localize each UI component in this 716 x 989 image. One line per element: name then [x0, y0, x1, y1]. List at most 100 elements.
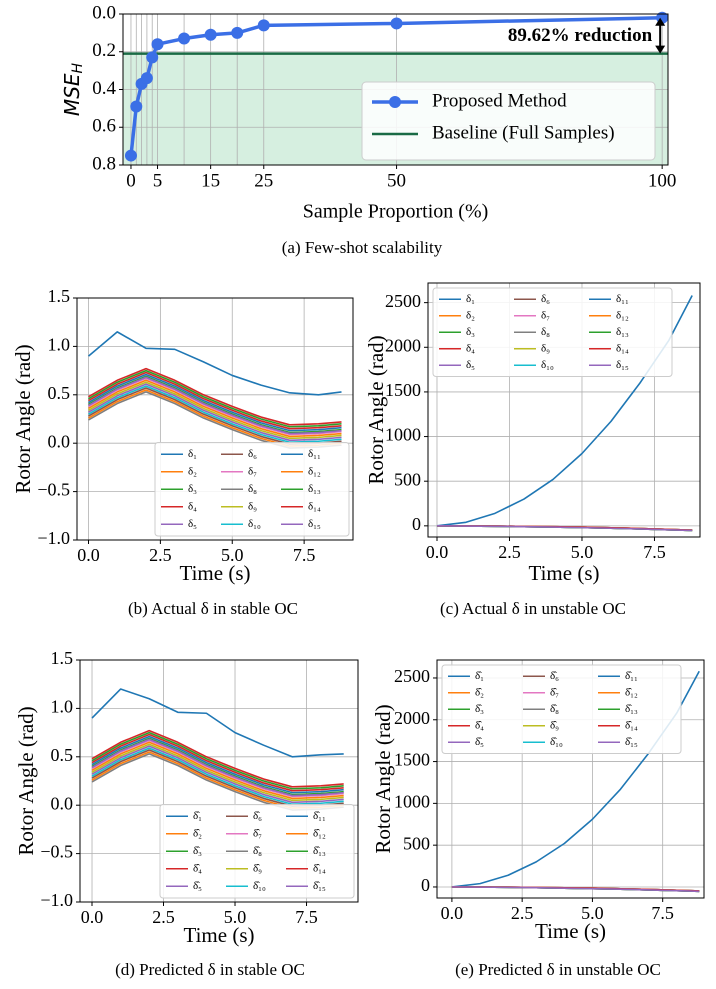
arrow-head — [655, 17, 666, 26]
series-line — [436, 525, 693, 532]
y-tick-label: 1.5 — [48, 286, 71, 306]
y-tick-label: 1.0 — [48, 335, 71, 355]
legend-label: δ̂₆ — [253, 810, 262, 822]
legend-label: δ̂₁₃ — [625, 703, 638, 715]
series-line — [91, 731, 344, 790]
legend-label: δ₁₁ — [308, 448, 321, 460]
x-tick-label: 7.5 — [295, 907, 318, 927]
legend-label: δ₁₂ — [308, 465, 321, 477]
y-tick-label: −0.5 — [40, 842, 73, 862]
series-line — [88, 369, 342, 428]
legend-label: δ₁₅ — [308, 518, 321, 530]
legend-label: δ₁ — [188, 448, 197, 460]
legend-label: δ̂₅ — [475, 736, 484, 748]
legend-label: δ₃ — [188, 483, 197, 495]
x-tick-label: 5.0 — [221, 545, 244, 565]
caption: (d) Predicted δ in stable OC — [115, 960, 305, 979]
caption: (a) Few-shot scalability — [282, 238, 443, 257]
x-tick-label: 7.5 — [293, 545, 316, 565]
x-tick-label: 0.0 — [77, 545, 100, 565]
legend-label: δ₈ — [541, 326, 550, 338]
data-point — [204, 28, 217, 41]
data-point — [140, 72, 153, 85]
series-line — [88, 383, 342, 442]
legend-label: δ̂₁₀ — [253, 880, 266, 892]
legend-label: δ₉ — [248, 500, 257, 512]
legend-label: δ̂₆ — [550, 670, 559, 682]
legend-label: δ̂₂ — [193, 827, 202, 839]
legend-label: δ̂₁₃ — [313, 845, 326, 857]
y-tick-label: 1500 — [394, 750, 430, 770]
series-line — [87, 331, 342, 396]
legend-label: δ₇ — [541, 309, 550, 321]
legend-box — [154, 442, 350, 537]
data-point — [130, 100, 143, 113]
legend-label: δ₆ — [248, 448, 257, 460]
legend-label: δ̂₁₂ — [313, 827, 326, 839]
legend-label: δ₁₄ — [308, 500, 321, 512]
x-tick-label: 0 — [126, 170, 136, 191]
legend-label: δ₇ — [248, 465, 257, 477]
legend-label: δ₅ — [466, 359, 475, 371]
y-axis-label: Rotor Angle (rad) — [11, 344, 35, 493]
axes-frame — [427, 282, 701, 538]
legend-label: δ̂₇ — [550, 686, 559, 698]
x-tick-label: 25 — [254, 170, 273, 191]
legend-label: δ₃ — [466, 326, 475, 338]
legend-label: δ₁₀ — [248, 518, 261, 530]
y-axis-label-main: Rotor Angle (rad) — [11, 344, 35, 493]
series-line — [91, 743, 344, 802]
x-tick-label: 15 — [201, 170, 220, 191]
x-tick-label: 5.0 — [571, 542, 594, 562]
legend-label: δ₈ — [248, 483, 257, 495]
legend-label: δ̂₈ — [253, 845, 262, 857]
series-line — [91, 739, 344, 798]
series-line — [88, 377, 342, 436]
y-axis-label: MSEH — [60, 62, 87, 116]
legend-label: δ₁₀ — [541, 359, 554, 371]
y-tick-label: 0.5 — [48, 383, 71, 403]
arrow-head — [655, 45, 666, 54]
x-tick-label: 0.0 — [426, 542, 449, 562]
series-line — [91, 729, 344, 788]
axes-frame — [436, 659, 705, 899]
y-tick-label: 0.0 — [92, 2, 116, 23]
y-tick-label: 2000 — [385, 335, 421, 355]
y-tick-label: 0.2 — [92, 40, 116, 61]
legend-marker — [389, 96, 401, 108]
series-line — [88, 379, 342, 438]
legend-label: δ̂₁ — [193, 810, 202, 822]
x-tick-label: 5.0 — [581, 903, 604, 923]
legend-box — [361, 81, 656, 161]
y-tick-label: 1500 — [385, 380, 421, 400]
legend-label: δ₄ — [188, 500, 197, 512]
series-line — [88, 373, 342, 432]
legend-label: δ̂₁₅ — [313, 880, 326, 892]
series-line — [91, 741, 344, 800]
legend-label: δ₉ — [541, 342, 550, 354]
x-tick-label: 2.5 — [152, 907, 175, 927]
legend-label: δ₅ — [188, 518, 197, 530]
y-tick-label: 2500 — [394, 666, 430, 686]
legend-label: δ₁ — [466, 293, 475, 305]
series-line — [88, 367, 342, 426]
legend-label: δ̂₁₅ — [625, 736, 638, 748]
data-point — [231, 26, 244, 39]
x-axis-label: Time (s) — [529, 561, 600, 585]
series-line — [91, 688, 344, 758]
legend-label: δ̂₉ — [550, 719, 559, 731]
y-tick-label: 0.0 — [48, 431, 71, 451]
x-tick-label: 0.0 — [81, 907, 104, 927]
legend-label: δ̂₂ — [475, 686, 484, 698]
y-tick-label: 1.5 — [51, 648, 74, 668]
y-tick-label: −1.0 — [40, 890, 73, 910]
legend-label: δ̂₁ — [475, 670, 484, 682]
legend-label: δ₆ — [541, 293, 550, 305]
legend-label: δ̂₃ — [475, 703, 484, 715]
x-tick-label: 2.5 — [149, 545, 172, 565]
caption: (c) Actual δ in unstable OC — [440, 599, 626, 618]
legend-label: δ̂₁₁ — [313, 810, 326, 822]
y-axis-label-main: Rotor Angle (rad) — [371, 704, 395, 853]
legend-label: δ₁₁ — [616, 293, 629, 305]
y-tick-label: −1.0 — [37, 528, 70, 548]
